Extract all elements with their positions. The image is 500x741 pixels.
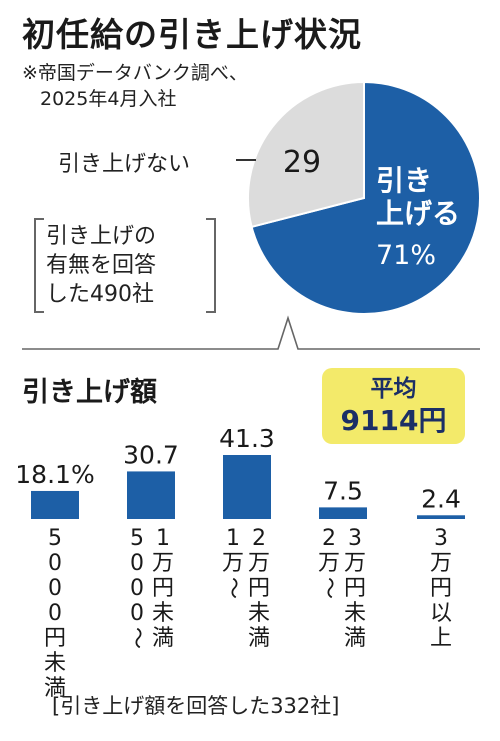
pie-slice-no-raise <box>247 80 365 229</box>
bar-0 <box>31 490 79 519</box>
category-label-0-col-0-char-2: 0 <box>48 576 62 601</box>
category-label-2-col-1-char-1: 万 <box>222 551 244 576</box>
source-line-1: ※帝国データバンク調べ、 <box>22 62 248 84</box>
category-label-1-col-1-char-1: 0 <box>130 551 144 576</box>
category-label-3-col-1-char-1: 万 <box>318 551 340 576</box>
category-label-2-col-0-char-3: 未 <box>248 601 270 626</box>
bar-respondents-note: [引き上げ額を回答した332社] <box>52 694 340 718</box>
respondents-line-2: 有無を回答 <box>46 253 157 278</box>
bar-1 <box>127 471 175 519</box>
category-label-4-col-0-char-2: 円 <box>430 576 452 601</box>
category-label-3-col-1-char-0: 2 <box>322 526 336 551</box>
source-line-2: 2025年4月入社 <box>40 88 177 110</box>
bar-value-label-0: 18.1% <box>15 460 94 489</box>
average-value: 9114円 <box>340 404 447 437</box>
category-label-1-col-1-char-4: 〜 <box>124 627 149 649</box>
pie-outer-label-text: 引き上げない <box>58 152 191 177</box>
category-label-1-col-0-char-3: 未 <box>152 601 174 626</box>
bracket-left <box>34 218 44 313</box>
bar-value-label-2: 41.3 <box>219 424 275 453</box>
category-label-3-col-0-char-2: 円 <box>344 576 366 601</box>
category-label-2-col-0-char-4: 満 <box>248 626 270 651</box>
bar-value-label-4: 2.4 <box>421 484 461 513</box>
category-label-3-col-1-char-2: 〜 <box>316 577 341 599</box>
bar-3 <box>319 507 367 519</box>
pie-respondents-note: 引き上げの 有無を回答 した490社 <box>34 218 216 313</box>
category-label-1-col-0-char-0: 1 <box>156 526 170 551</box>
pie-label-no-raise-value: 29 <box>283 145 321 180</box>
category-label-1-col-1-char-2: 0 <box>130 576 144 601</box>
pie-label-raise-line-1: 引き <box>376 164 432 197</box>
category-label-2-col-0-char-1: 万 <box>248 551 270 576</box>
bar-4 <box>417 515 465 519</box>
category-label-2-col-1-char-2: 〜 <box>220 577 245 599</box>
category-label-4-col-0-char-4: 上 <box>430 626 452 651</box>
respondents-line-3: した490社 <box>46 282 154 307</box>
category-label-3-col-0-char-0: 3 <box>348 526 362 551</box>
bracket-right <box>206 218 216 313</box>
category-label-2-col-1-char-0: 1 <box>226 526 240 551</box>
pie-outer-label: 引き上げない <box>58 146 190 178</box>
category-label-2-col-0-char-0: 2 <box>252 526 266 551</box>
category-label-4-col-0-char-1: 万 <box>430 551 452 576</box>
respondents-line-1: 引き上げの <box>46 224 157 249</box>
section-divider <box>22 315 480 350</box>
pie-slice-raise <box>250 80 481 315</box>
average-box: 平均 9114円 <box>322 368 465 444</box>
pie-label-raise-line-2: 上げる <box>376 197 460 230</box>
bar-value-label-1: 30.7 <box>123 440 179 469</box>
category-label-3-col-0-char-4: 満 <box>344 626 366 651</box>
category-label-1-col-1-char-3: 0 <box>130 601 144 626</box>
bar-value-label-3: 7.5 <box>323 476 363 505</box>
bar-chart-title: 引き上げ額 <box>22 377 157 408</box>
bar-2 <box>223 455 271 519</box>
source-note: ※帝国データバンク調べ、 2025年4月入社 <box>22 60 248 112</box>
category-label-0-col-0-char-6: 満 <box>44 676 66 701</box>
category-label-0-col-0-char-0: 5 <box>48 526 62 551</box>
category-label-0-col-0-char-1: 0 <box>48 551 62 576</box>
category-label-1-col-0-char-4: 満 <box>152 626 174 651</box>
category-label-3-col-0-char-3: 未 <box>344 601 366 626</box>
category-label-1-col-1-char-0: 5 <box>130 526 144 551</box>
category-label-4-col-0-char-0: 3 <box>434 526 448 551</box>
category-label-1-col-0-char-2: 円 <box>152 576 174 601</box>
page-title: 初任給の引き上げ状況 <box>22 15 362 54</box>
category-label-2-col-0-char-2: 円 <box>248 576 270 601</box>
category-label-0-col-0-char-4: 円 <box>44 626 66 651</box>
average-label: 平均 <box>370 376 417 402</box>
category-label-3-col-0-char-1: 万 <box>344 551 366 576</box>
category-label-0-col-0-char-3: 0 <box>48 601 62 626</box>
pie-label-raise-value: 71% <box>376 240 436 271</box>
category-label-1-col-0-char-1: 万 <box>152 551 174 576</box>
category-label-0-col-0-char-5: 未 <box>44 651 66 676</box>
category-label-4-col-0-char-3: 以 <box>430 601 452 626</box>
